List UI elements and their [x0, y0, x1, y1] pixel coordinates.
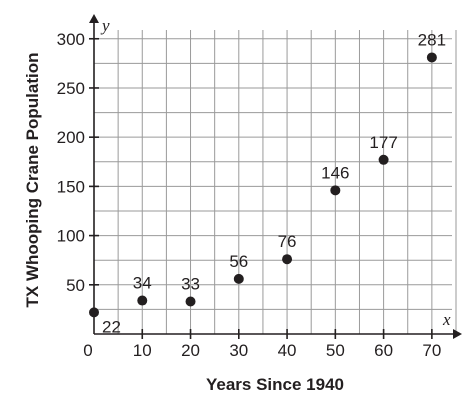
data-label: 34: [133, 274, 152, 293]
y-tick-label: 200: [57, 128, 85, 147]
tick-labels: 0 10 20 30 40 50 60 70 50 100 150 200 250 300: [57, 30, 442, 360]
x-axis-arrow: [453, 329, 462, 339]
axes: [89, 14, 462, 339]
data-label: 177: [369, 133, 397, 152]
data-point: [89, 307, 99, 318]
data-label: 56: [229, 252, 248, 271]
data-point: [330, 185, 341, 196]
x-axis-variable: x: [442, 310, 451, 329]
x-tick-label: 60: [374, 341, 393, 360]
x-axis-title: Years Since 1940: [206, 375, 344, 394]
data-label: 281: [418, 30, 446, 49]
data-point: [282, 254, 293, 265]
x-tick-label: 10: [133, 341, 152, 360]
data-label: 33: [181, 275, 200, 294]
y-tick-label: 50: [66, 276, 85, 295]
y-tick-label: 300: [57, 30, 85, 49]
y-axis-variable: y: [100, 16, 110, 35]
data-label: 22: [102, 317, 121, 336]
y-tick-label: 150: [57, 177, 85, 196]
data-point: [426, 52, 437, 63]
y-tick-label: 100: [57, 227, 85, 246]
y-tick-label: 250: [57, 79, 85, 98]
x-tick-label: 70: [422, 341, 441, 360]
y-axis-arrow: [89, 14, 99, 23]
data-label: 76: [278, 232, 297, 251]
data-point: [185, 296, 196, 307]
x-tick-label: 20: [181, 341, 200, 360]
x-tick-label: 30: [229, 341, 248, 360]
x-tick-label: 0: [83, 341, 92, 360]
data-labels: 22 34 33 56 76 146 177 281: [102, 30, 446, 336]
data-point: [378, 154, 389, 165]
y-axis-title: TX Whooping Crane Population: [23, 53, 42, 308]
x-tick-label: 50: [326, 341, 345, 360]
data-label: 146: [321, 163, 349, 182]
data-point: [137, 295, 148, 306]
data-points: [89, 52, 437, 318]
data-point: [233, 273, 244, 284]
x-tick-label: 40: [278, 341, 297, 360]
